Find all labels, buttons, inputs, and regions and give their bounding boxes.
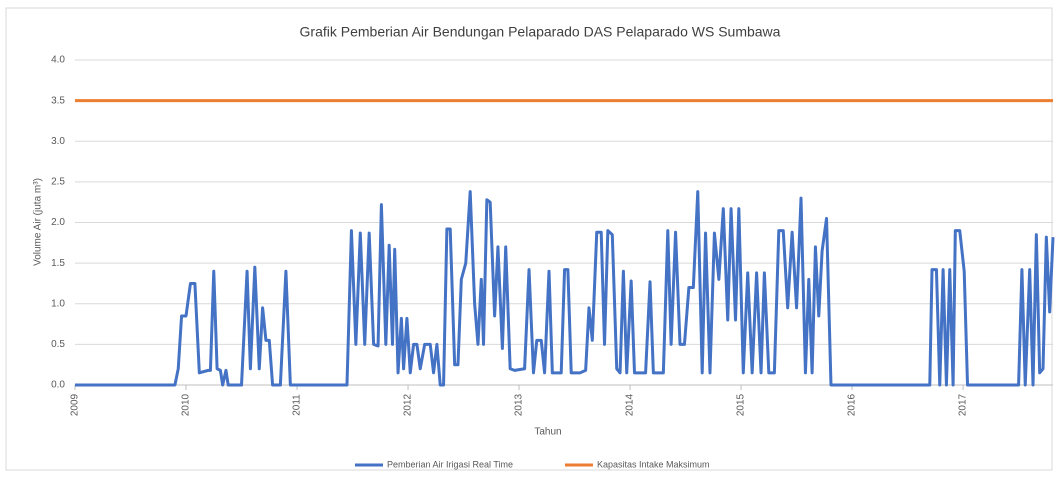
series-line bbox=[75, 190, 1055, 387]
legend-label: Pemberian Air Irigasi Real Time bbox=[387, 459, 513, 469]
y-tick-label: 0.0 bbox=[51, 380, 65, 391]
x-tick-label: 2012 bbox=[403, 393, 414, 416]
x-axis-label: Tahun bbox=[534, 427, 561, 438]
x-tick-label: 2014 bbox=[625, 393, 636, 416]
x-tick-label: 2015 bbox=[736, 393, 747, 416]
legend-label: Kapasitas Intake Maksimum bbox=[597, 459, 710, 469]
y-tick-label: 4.0 bbox=[51, 55, 65, 66]
x-tick-label: 2009 bbox=[70, 393, 81, 416]
y-axis-label: Volume Air (juta m³) bbox=[33, 178, 44, 266]
y-tick-label: 2.0 bbox=[51, 217, 65, 228]
x-tick-label: 2017 bbox=[958, 393, 969, 416]
y-tick-label: 1.5 bbox=[51, 258, 65, 269]
y-tick-label: 0.5 bbox=[51, 339, 65, 350]
y-tick-label: 2.5 bbox=[51, 177, 65, 188]
y-tick-label: 1.0 bbox=[51, 298, 65, 309]
x-tick-label: 2010 bbox=[181, 393, 192, 416]
chart-title: Grafik Pemberian Air Bendungan Pelaparad… bbox=[300, 24, 781, 40]
x-tick-label: 2016 bbox=[847, 393, 858, 416]
y-tick-label: 3.5 bbox=[51, 95, 65, 106]
x-tick-label: 2013 bbox=[514, 393, 525, 416]
chart-border bbox=[5, 7, 1053, 471]
x-tick-label: 2011 bbox=[292, 394, 303, 416]
y-tick-label: 3.0 bbox=[51, 136, 65, 147]
